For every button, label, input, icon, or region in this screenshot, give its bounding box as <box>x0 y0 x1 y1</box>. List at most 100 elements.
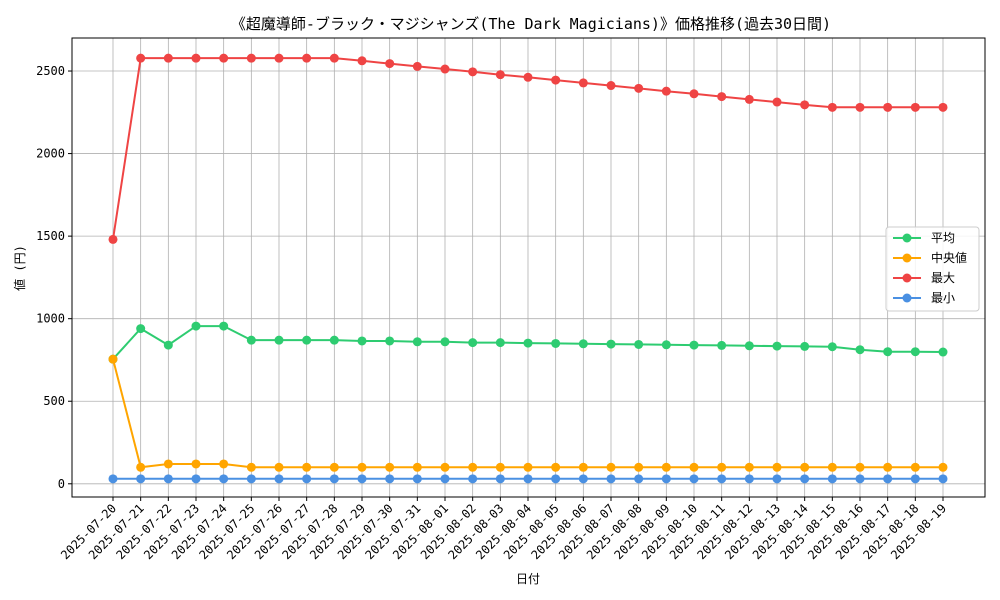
data-point <box>523 462 533 472</box>
y-axis-label: 値 (円) <box>12 245 27 291</box>
data-point <box>800 462 810 472</box>
data-point <box>800 341 810 351</box>
legend-swatch-marker <box>902 293 912 303</box>
data-point <box>772 341 782 351</box>
legend-label: 最小 <box>931 291 955 305</box>
data-point <box>523 474 533 484</box>
data-point <box>136 474 146 484</box>
data-point <box>246 335 256 345</box>
data-point <box>302 474 312 484</box>
data-point <box>219 53 229 63</box>
data-point <box>661 462 671 472</box>
data-point <box>717 340 727 350</box>
data-point <box>191 321 201 331</box>
data-point <box>578 474 588 484</box>
data-point <box>910 474 920 484</box>
series-group <box>108 53 948 484</box>
data-point <box>800 100 810 110</box>
data-point <box>302 53 312 63</box>
data-point <box>883 347 893 357</box>
data-point <box>191 474 201 484</box>
series-1 <box>108 354 948 472</box>
data-point <box>108 474 118 484</box>
data-point <box>163 340 173 350</box>
data-point <box>329 335 339 345</box>
data-point <box>219 321 229 331</box>
data-point <box>329 474 339 484</box>
data-point <box>440 337 450 347</box>
data-point <box>246 474 256 484</box>
data-point <box>357 56 367 66</box>
grid <box>72 38 985 497</box>
data-point <box>744 462 754 472</box>
data-point <box>938 102 948 112</box>
data-point <box>606 462 616 472</box>
data-point <box>910 347 920 357</box>
y-tick-label: 1000 <box>36 312 65 326</box>
data-point <box>744 94 754 104</box>
data-point <box>578 339 588 349</box>
data-point <box>274 474 284 484</box>
data-point <box>689 340 699 350</box>
data-point <box>468 474 478 484</box>
y-tick-label: 0 <box>58 477 65 491</box>
data-point <box>661 86 671 96</box>
data-point <box>246 462 256 472</box>
data-point <box>191 53 201 63</box>
legend-swatch-marker <box>902 233 912 243</box>
data-point <box>689 462 699 472</box>
data-point <box>551 338 561 348</box>
data-point <box>938 474 948 484</box>
data-point <box>495 462 505 472</box>
legend-box <box>885 226 980 312</box>
data-point <box>495 338 505 348</box>
data-point <box>219 459 229 469</box>
legend-label: 平均 <box>931 231 955 245</box>
data-point <box>827 474 837 484</box>
data-point <box>689 89 699 99</box>
data-point <box>717 92 727 102</box>
data-point <box>772 97 782 107</box>
data-point <box>412 61 422 71</box>
data-point <box>855 474 865 484</box>
y-tick-label: 2000 <box>36 147 65 161</box>
y-tick-label: 2500 <box>36 64 65 78</box>
data-point <box>634 462 644 472</box>
data-point <box>440 474 450 484</box>
data-point <box>800 474 810 484</box>
data-point <box>385 462 395 472</box>
data-point <box>855 345 865 355</box>
data-point <box>274 335 284 345</box>
data-point <box>827 462 837 472</box>
data-point <box>910 462 920 472</box>
data-point <box>717 474 727 484</box>
data-point <box>938 347 948 357</box>
data-point <box>855 102 865 112</box>
data-point <box>191 459 201 469</box>
data-point <box>855 462 865 472</box>
data-point <box>302 335 312 345</box>
data-point <box>136 53 146 63</box>
data-point <box>357 336 367 346</box>
data-point <box>717 462 727 472</box>
data-point <box>108 354 118 364</box>
data-point <box>329 53 339 63</box>
data-point <box>412 337 422 347</box>
data-point <box>136 324 146 334</box>
y-axis: 0 500 1000 1500 2000 2500 <box>36 64 72 491</box>
data-point <box>163 459 173 469</box>
legend-swatch-marker <box>902 273 912 283</box>
data-point <box>606 474 616 484</box>
data-point <box>468 67 478 77</box>
x-axis-label: 日付 <box>516 572 540 586</box>
data-point <box>551 462 561 472</box>
data-point <box>412 474 422 484</box>
legend-label: 中央値 <box>931 250 967 265</box>
data-point <box>606 81 616 91</box>
data-point <box>136 462 146 472</box>
y-tick-label: 1500 <box>36 229 65 243</box>
data-point <box>274 53 284 63</box>
y-tick-label: 500 <box>43 394 65 408</box>
